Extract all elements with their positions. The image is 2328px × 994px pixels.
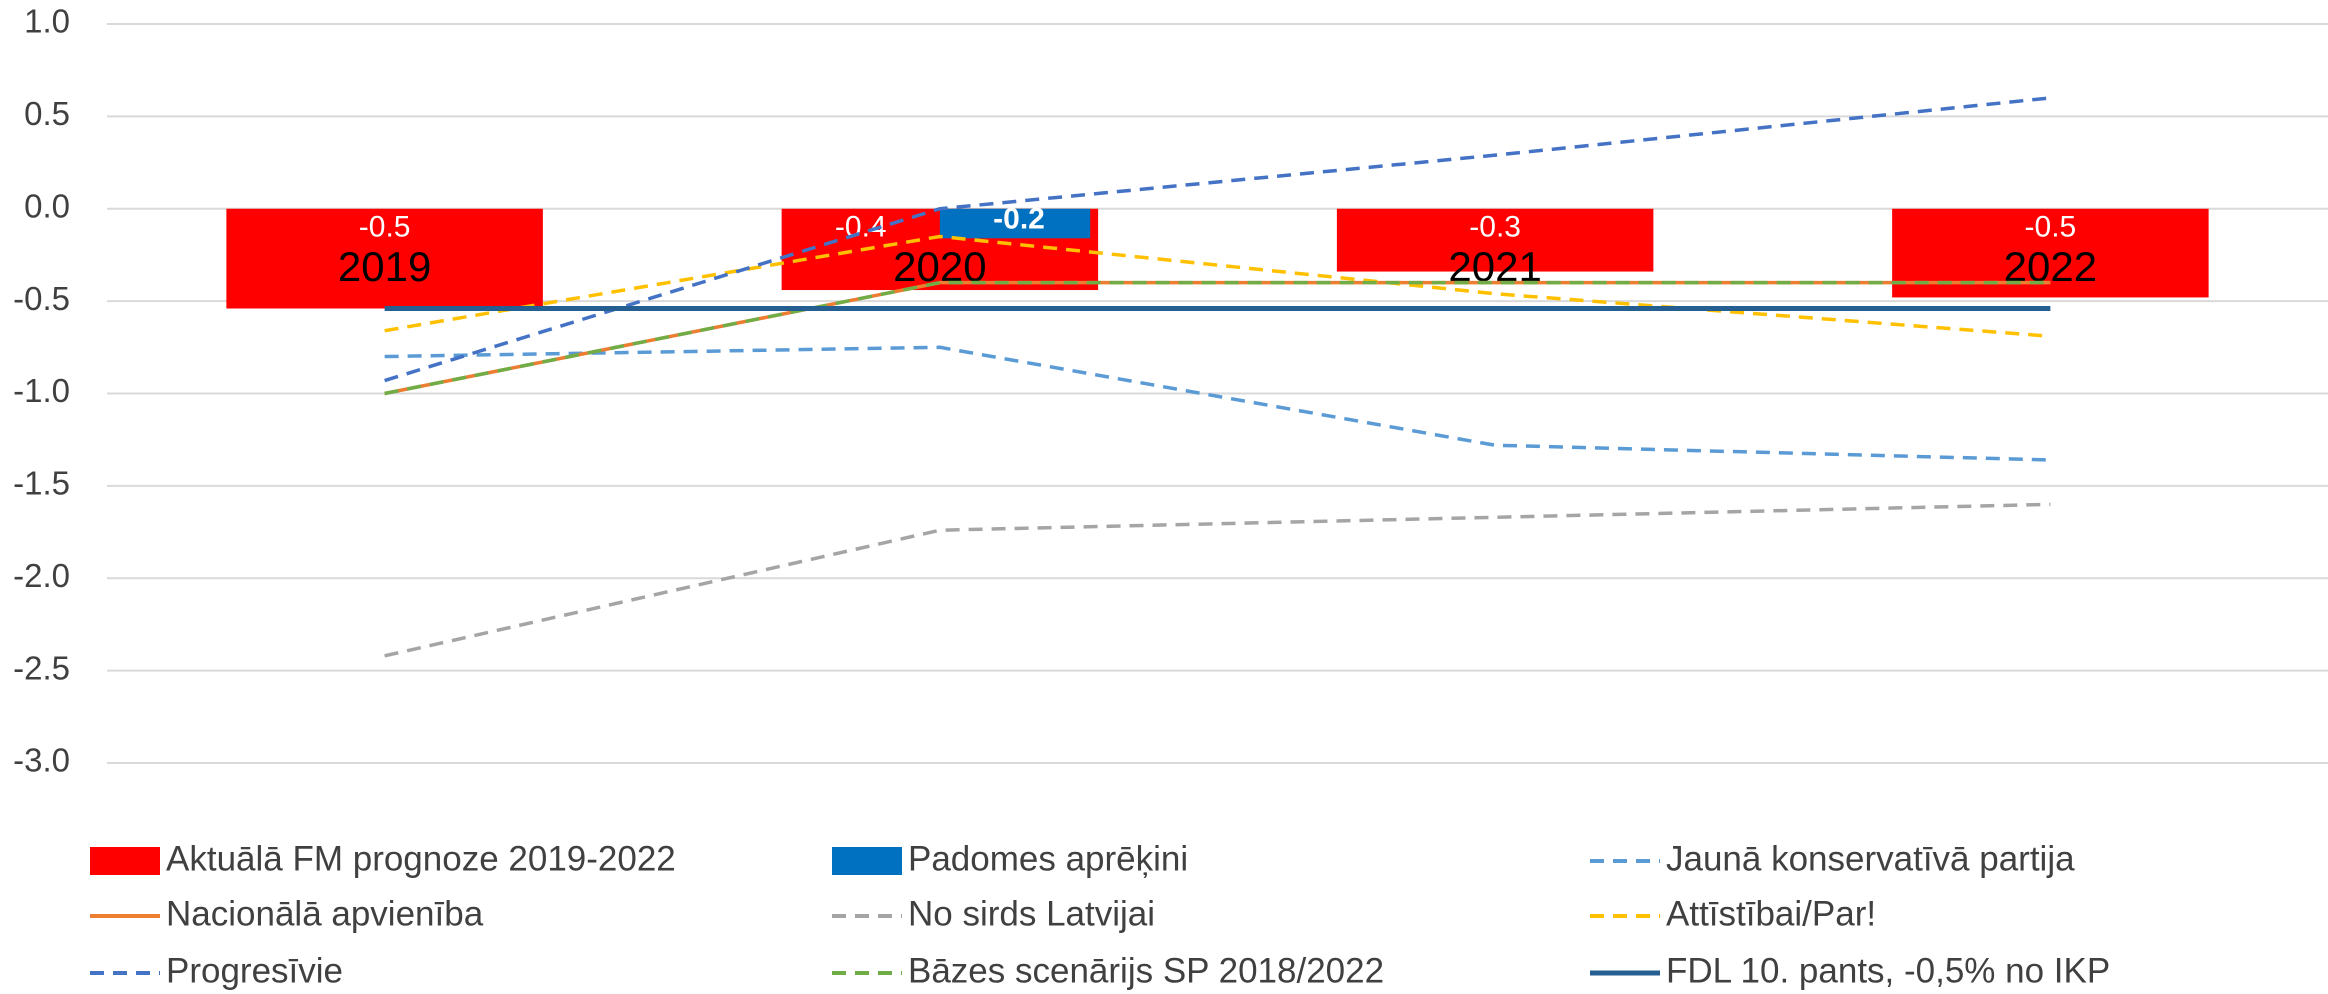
- data-label: -0.5: [359, 211, 411, 244]
- y-tick-label: 0.5: [24, 95, 70, 132]
- legend-swatch: [90, 847, 160, 875]
- line-series: [384, 280, 2051, 396]
- x-tick-label: 2019: [338, 243, 431, 290]
- legend-label: Padomes aprēķini: [908, 839, 1188, 878]
- bar: [226, 208, 543, 309]
- y-tick-label: 0.0: [24, 187, 70, 224]
- y-tick-label: -2.0: [13, 557, 70, 594]
- legend-label: Aktuālā FM prognoze 2019-2022: [166, 839, 676, 878]
- bar: [939, 208, 1091, 239]
- y-tick-label: -1.5: [13, 465, 70, 502]
- data-label: -0.5: [2025, 211, 2077, 244]
- line-series: [384, 96, 2051, 383]
- line-series: [384, 280, 2051, 396]
- y-tick-label: -3.0: [13, 742, 70, 779]
- legend-label: Bāzes scenārijs SP 2018/2022: [908, 951, 1384, 990]
- y-tick-label: -2.5: [13, 649, 70, 686]
- data-label: -0.2: [993, 203, 1045, 236]
- y-tick-label: 1.0: [24, 3, 70, 40]
- line-series: [384, 502, 2051, 658]
- legend-label: Nacionālā apvienība: [166, 894, 484, 933]
- bar: [1336, 208, 1654, 272]
- legend-label: Progresīvie: [166, 951, 343, 990]
- line-series: [384, 345, 2051, 462]
- legend-label: Jaunā konservatīvā partija: [1666, 839, 2075, 878]
- legend-label: No sirds Latvijai: [908, 894, 1155, 933]
- y-tick-label: -0.5: [13, 280, 70, 317]
- line-series: [384, 234, 2051, 338]
- legend-swatch: [832, 847, 902, 875]
- legend-label: Attīstībai/Par!: [1666, 894, 1876, 933]
- y-tick-label: -1.0: [13, 372, 70, 409]
- legend-label: FDL 10. pants, -0,5% no IKP: [1666, 951, 2110, 990]
- data-label: -0.3: [1469, 211, 1521, 244]
